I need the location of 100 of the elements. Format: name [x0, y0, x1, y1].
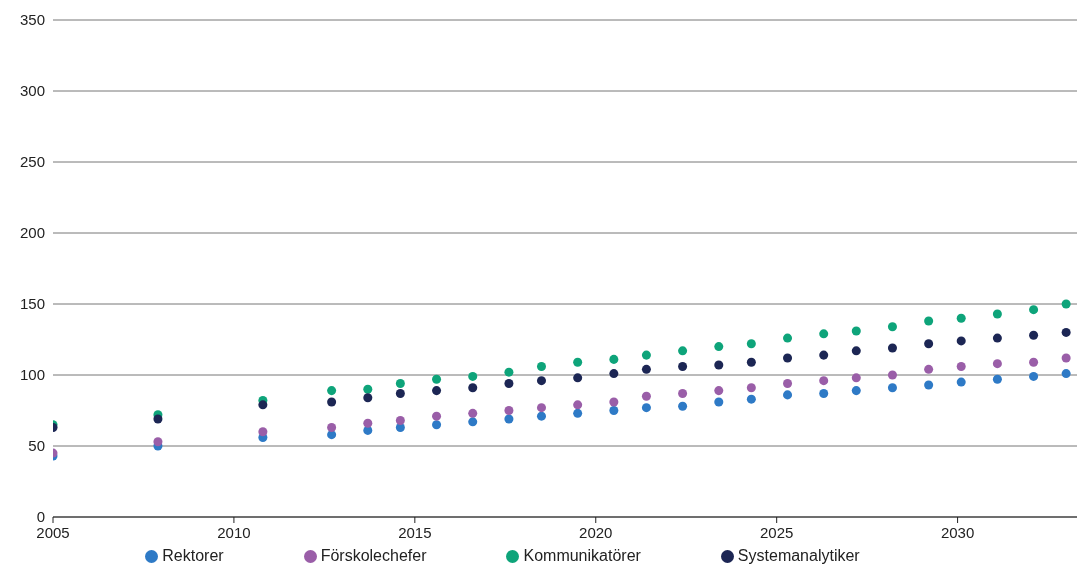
x-tick-label: 2015 [398, 523, 432, 541]
point [714, 386, 724, 396]
point [363, 393, 373, 403]
point [395, 388, 405, 398]
point [1029, 330, 1039, 340]
point [992, 309, 1002, 319]
point [678, 388, 688, 398]
point [504, 379, 514, 389]
point [714, 360, 724, 370]
y-tick-label: 350 [19, 11, 45, 29]
point [536, 361, 546, 371]
y-tick-label: 100 [19, 366, 45, 384]
point [746, 357, 756, 367]
point [536, 403, 546, 413]
point [573, 408, 583, 418]
point [468, 371, 478, 381]
point [573, 373, 583, 383]
point [395, 379, 405, 389]
y-tick-label: 300 [19, 82, 45, 100]
legend-label: Systemanalytiker [737, 547, 860, 564]
point [887, 322, 897, 332]
y-tick-label: 200 [19, 224, 45, 242]
point [924, 339, 934, 349]
point [1061, 299, 1071, 309]
point [641, 403, 651, 413]
point [678, 361, 688, 371]
point [327, 386, 337, 396]
point [1061, 353, 1071, 363]
point [363, 418, 373, 428]
point [573, 357, 583, 367]
x-tick-label: 2010 [217, 523, 251, 541]
point [956, 313, 966, 323]
point [363, 384, 373, 394]
point [573, 400, 583, 410]
point [819, 329, 829, 339]
point [851, 326, 861, 336]
point [432, 411, 442, 421]
point [432, 420, 442, 430]
point [1029, 371, 1039, 381]
point [432, 386, 442, 396]
legend-label: Förskolechefer [320, 547, 427, 564]
point [956, 377, 966, 387]
point [678, 346, 688, 356]
point [819, 376, 829, 386]
y-tick-label: 250 [19, 153, 45, 171]
point [1061, 369, 1071, 379]
y-tick-label: 50 [28, 437, 45, 455]
x-tick-label: 2030 [940, 523, 975, 541]
point [468, 408, 478, 418]
x-tick-label: 2005 [36, 523, 70, 541]
point [258, 427, 268, 437]
point [924, 364, 934, 374]
point [887, 370, 897, 380]
point [641, 350, 651, 360]
point [783, 390, 793, 400]
point [504, 414, 514, 424]
point [609, 405, 619, 416]
point [327, 423, 337, 433]
point [609, 354, 619, 364]
point [992, 374, 1002, 384]
point [924, 316, 934, 326]
point [714, 342, 724, 352]
point [153, 414, 163, 424]
point [504, 405, 514, 416]
point [851, 386, 861, 396]
point [851, 373, 861, 383]
point [992, 359, 1002, 369]
point [1061, 327, 1071, 337]
point [432, 374, 442, 384]
point [641, 364, 651, 374]
legend-label: Rektorer [162, 547, 224, 564]
point [887, 343, 897, 353]
x-tick-label: 2020 [579, 523, 613, 541]
point [468, 383, 478, 393]
point [395, 415, 405, 425]
point [609, 397, 619, 407]
point [609, 369, 619, 379]
point [714, 397, 724, 407]
point [851, 346, 861, 356]
point [153, 437, 163, 447]
point [819, 350, 829, 360]
point [1029, 305, 1039, 315]
point [819, 388, 829, 398]
point [536, 411, 546, 421]
point [783, 353, 793, 363]
point [924, 380, 934, 390]
point [1029, 357, 1039, 367]
point [956, 361, 966, 371]
point [956, 336, 966, 346]
legend-label: Kommunikatörer [523, 547, 641, 564]
point [746, 339, 756, 349]
point [641, 391, 651, 401]
point [504, 367, 514, 377]
point [992, 333, 1002, 343]
point [536, 376, 546, 386]
point [783, 333, 793, 343]
point [887, 383, 897, 393]
point [468, 417, 478, 427]
y-tick-label: 0 [36, 508, 45, 526]
y-tick-label: 150 [19, 295, 45, 313]
